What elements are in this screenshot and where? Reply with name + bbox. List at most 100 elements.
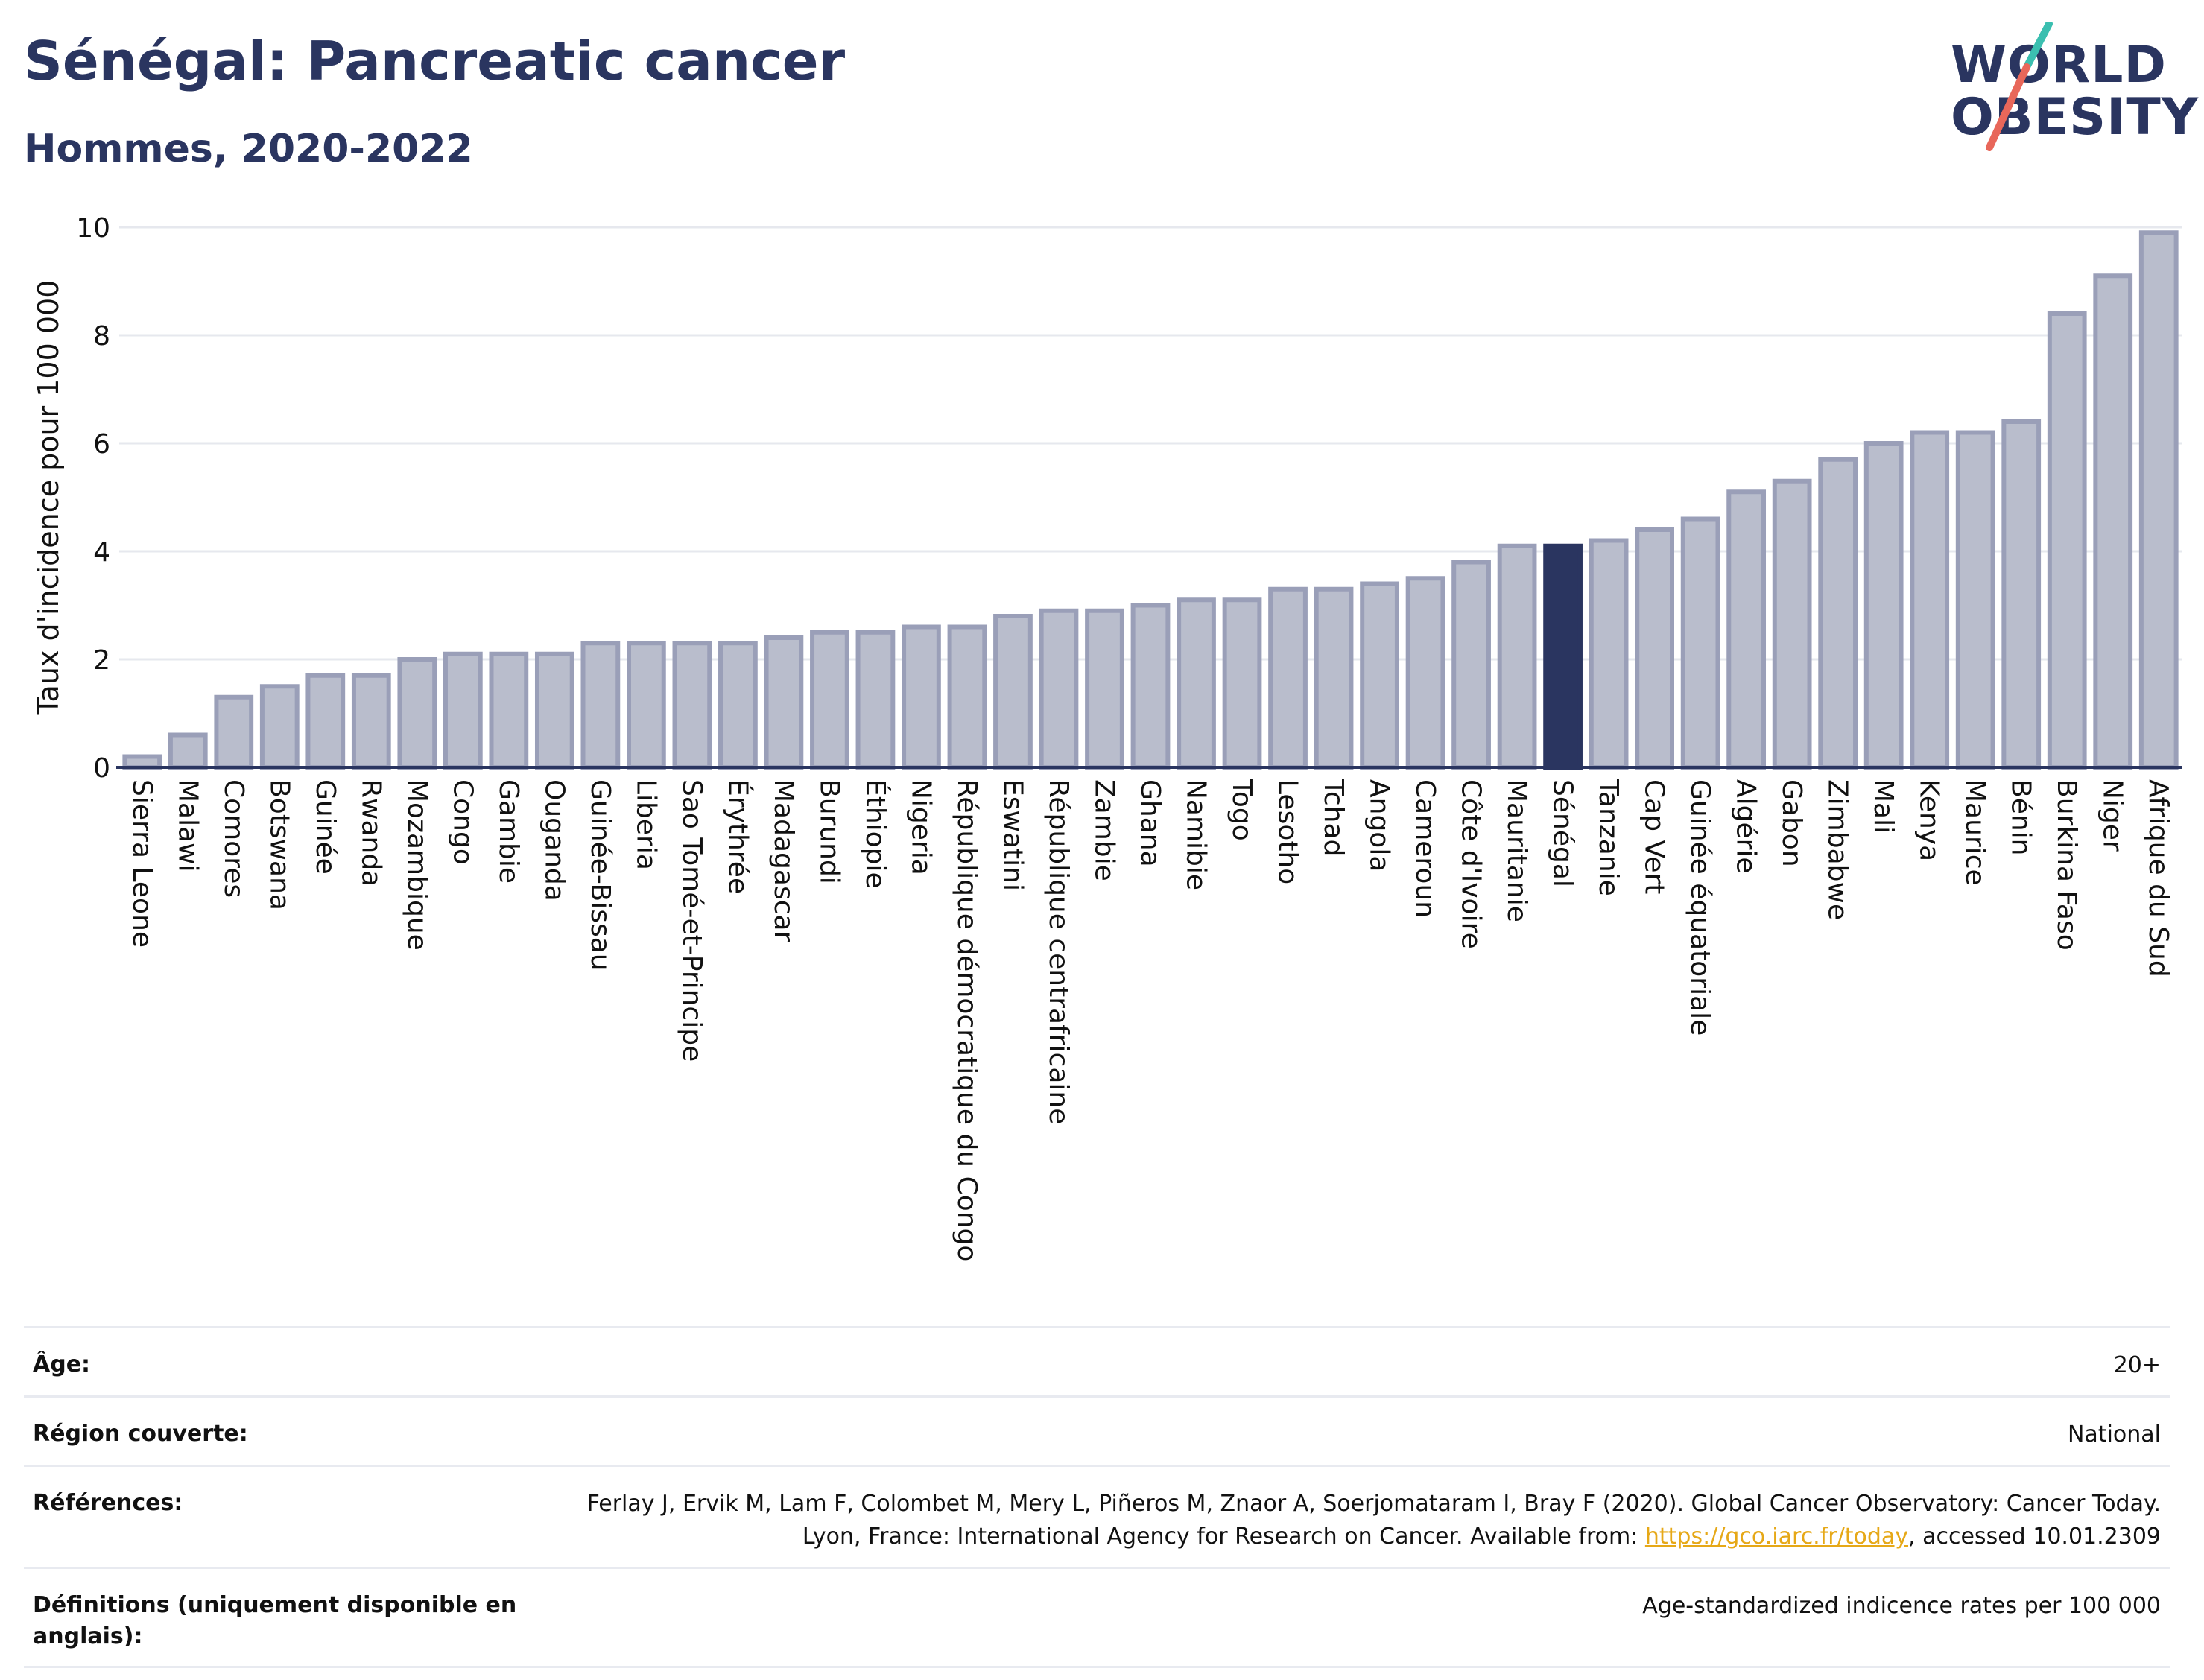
bar-highlighted[interactable] [1543, 543, 1583, 770]
bar[interactable] [443, 651, 483, 770]
chart-title: Sénégal: Pancreatic cancer [24, 30, 846, 92]
x-tick-label: Comores [218, 779, 249, 898]
x-tick-label: Ouganda [539, 779, 569, 901]
y-tick-label: 8 [93, 321, 110, 352]
bar[interactable] [259, 684, 300, 770]
meta-row-definitions: Définitions (uniquement disponible en an… [24, 1567, 2170, 1668]
bar[interactable] [489, 651, 529, 770]
bar[interactable] [397, 657, 437, 770]
region-label: Région couverte: [33, 1421, 248, 1447]
x-tick-label: Eswatini [997, 779, 1027, 891]
bar[interactable] [305, 673, 346, 770]
labels-layer: 0 2 4 6 8 10 Sierra Leone Malawi Comores Botswana… [76, 213, 2173, 1261]
x-tick-label: Tanzanie [1593, 779, 1624, 896]
bar[interactable] [1589, 538, 1629, 770]
x-tick-label: Sao Tomé-et-Principe [677, 779, 707, 1062]
x-tick-label: Lesotho [1273, 779, 1303, 884]
bar[interactable] [1680, 516, 1720, 770]
bar[interactable] [351, 673, 391, 770]
bar[interactable] [1085, 608, 1124, 770]
x-tick-label: Guinée [310, 779, 341, 875]
meta-row-region: Région couverte: National [24, 1395, 2170, 1465]
bar[interactable] [627, 641, 666, 770]
references-link[interactable]: https://gco.iarc.fr/today [1644, 1524, 1909, 1550]
x-tick-label: Bénin [2006, 779, 2036, 855]
bar[interactable] [2093, 273, 2133, 770]
bar[interactable] [993, 614, 1033, 770]
x-tick-label: République centrafricaine [1043, 779, 1074, 1124]
bar[interactable] [534, 651, 574, 770]
chart-subtitle: Hommes, 2020-2022 [24, 127, 473, 171]
x-tick-label: Angola [1364, 779, 1395, 872]
references-text: Ferlay J, Ervik M, Lam F, Colombet M, Me… [586, 1491, 2161, 1550]
bar[interactable] [168, 732, 208, 770]
references-label: Références: [33, 1490, 183, 1516]
age-value: 20+ [2113, 1352, 2161, 1378]
bars-layer [122, 230, 2179, 770]
bar[interactable] [810, 630, 849, 770]
x-tick-label: Cap Vert [1639, 779, 1670, 894]
x-tick-label: République démocratique du Congo [951, 779, 982, 1261]
x-tick-label: Guinée-Bissau [585, 779, 615, 971]
y-tick-label: 2 [93, 645, 110, 676]
x-tick-label: Algérie [1731, 779, 1761, 874]
x-tick-label: Guinée équatoriale [1685, 779, 1715, 1036]
x-tick-label: Burkina Faso [2051, 779, 2082, 951]
x-tick-label: Afrique du Sud [2143, 779, 2173, 977]
bar[interactable] [2001, 419, 2042, 770]
x-tick-label: Burundi [814, 779, 844, 884]
definitions-label: Définitions (uniquement disponible en an… [33, 1592, 517, 1649]
x-tick-label: Congo [447, 779, 478, 865]
bar[interactable] [1039, 608, 1079, 770]
x-tick-label: Zimbabwe [1823, 779, 1853, 920]
bar-chart: 0 2 4 6 8 10 Sierra Leone Malawi Comores Botswana… [32, 213, 2182, 1261]
bar[interactable] [2047, 311, 2087, 770]
bar[interactable] [1360, 581, 1399, 770]
bar[interactable] [1177, 597, 1216, 770]
x-tick-label: Niger [2097, 779, 2128, 852]
bar[interactable] [764, 635, 804, 770]
bar[interactable] [1955, 430, 1995, 770]
bar[interactable] [1451, 560, 1491, 770]
bar[interactable] [122, 754, 162, 770]
x-tick-label: Sénégal [1548, 779, 1578, 887]
bar[interactable] [902, 624, 941, 770]
x-tick-label: Namibie [1181, 779, 1212, 890]
x-tick-label: Botswana [264, 779, 294, 910]
x-tick-label: Tchad [1318, 779, 1349, 856]
bar[interactable] [718, 641, 758, 770]
bar[interactable] [1222, 597, 1262, 770]
y-tick-label: 6 [93, 429, 110, 460]
x-tick-label: Sierra Leone [127, 779, 157, 948]
bar[interactable] [580, 641, 621, 770]
bar[interactable] [1268, 586, 1308, 770]
bar[interactable] [1405, 576, 1445, 770]
bar[interactable] [1818, 457, 1858, 770]
bar[interactable] [1497, 543, 1537, 770]
x-tick-label: Cameroun [1410, 779, 1440, 918]
bar[interactable] [1130, 603, 1171, 770]
bar[interactable] [1314, 586, 1354, 770]
bar[interactable] [1772, 478, 1812, 770]
y-tick-label: 10 [76, 213, 110, 244]
bar[interactable] [855, 630, 896, 770]
bar[interactable] [1635, 527, 1674, 770]
bar[interactable] [1910, 430, 1950, 770]
x-tick-label: Zambie [1089, 779, 1119, 881]
x-tick-label: Rwanda [355, 779, 386, 887]
x-tick-label: Togo [1226, 779, 1257, 841]
bar[interactable] [672, 641, 712, 770]
bar[interactable] [947, 624, 987, 770]
y-axis-label: Taux d'incidence pour 100 000 [32, 280, 65, 716]
x-tick-label: Malawi [172, 779, 203, 872]
x-tick-label: Mozambique [402, 779, 432, 951]
bar[interactable] [1863, 441, 1904, 770]
bar[interactable] [214, 694, 254, 770]
bar[interactable] [1726, 489, 1767, 770]
x-tick-label: Gambie [493, 779, 524, 884]
x-tick-label: Côte d'Ivoire [1456, 779, 1486, 949]
world-obesity-logo[interactable]: WORLD OBESITY [1937, 22, 2198, 156]
bar[interactable] [2138, 230, 2179, 770]
metadata-table: Âge: 20+ Région couverte: National Référ… [24, 1326, 2170, 1668]
logo-slash-icon [1986, 22, 2053, 151]
